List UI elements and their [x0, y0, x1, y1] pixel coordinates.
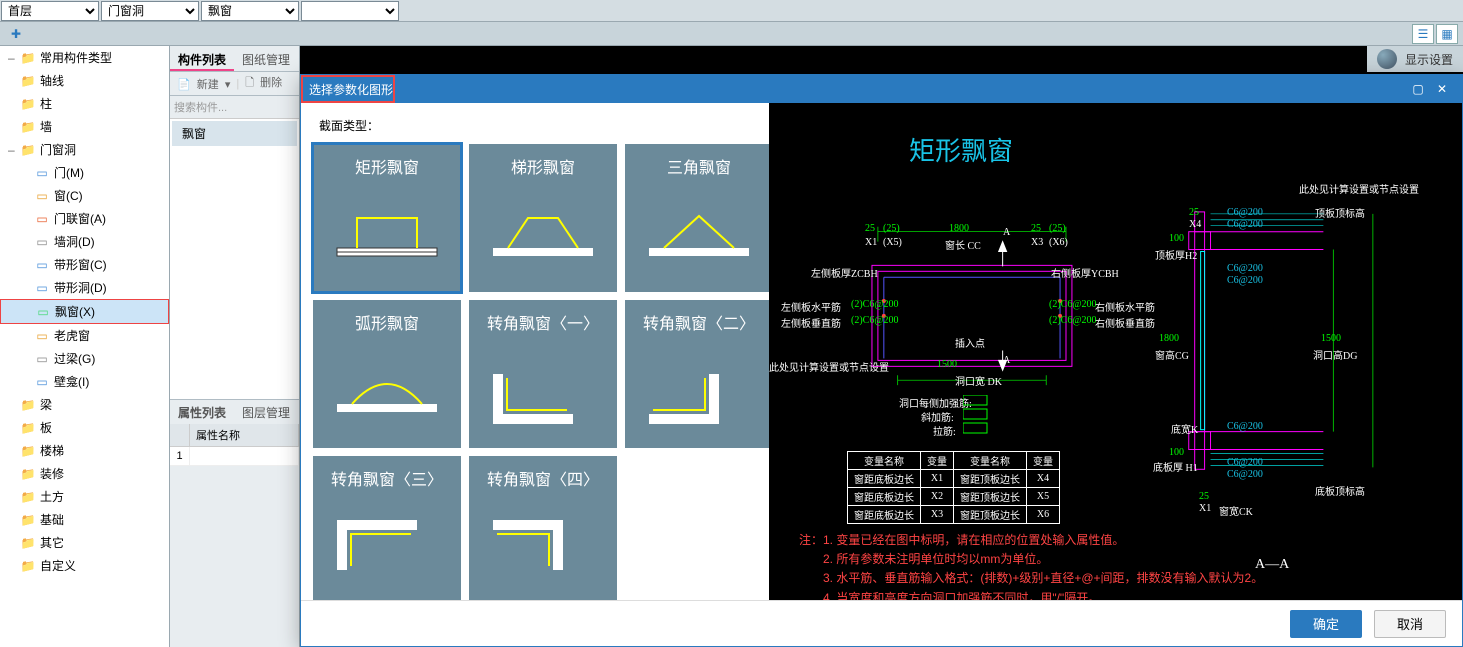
tree-item[interactable]: 📁自定义 [0, 554, 169, 577]
tree-root[interactable]: –📁 常用构件类型 [0, 46, 169, 69]
tab-properties[interactable]: 属性列表 [170, 400, 234, 424]
tree-item[interactable]: 📁墙 [0, 115, 169, 138]
shape-option[interactable]: 转角飘窗〈一〉 [469, 300, 617, 448]
ok-button[interactable]: 确定 [1290, 610, 1362, 638]
globe-icon[interactable] [1377, 49, 1397, 69]
tree-child[interactable]: ▭带形窗(C) [0, 253, 169, 276]
tree-child[interactable]: ▭窗(C) [0, 184, 169, 207]
section-type-label: 截面类型： [319, 117, 379, 134]
prop-col-name: 属性名称 [190, 424, 299, 446]
add-icon[interactable]: ✚ [5, 24, 27, 44]
tab-component-list[interactable]: 构件列表 [170, 46, 234, 71]
tree-item[interactable]: 📁柱 [0, 92, 169, 115]
top-dropdown-row: 首层 门窗洞 飘窗 [0, 0, 1463, 22]
close-icon[interactable]: ✕ [1430, 79, 1454, 99]
shape-option[interactable]: 弧形飘窗 [313, 300, 461, 448]
shape-option[interactable]: 转角飘窗〈二〉 [625, 300, 773, 448]
list-item[interactable]: 飘窗 [172, 121, 297, 146]
tree-item[interactable]: 📁其它 [0, 531, 169, 554]
shape-option[interactable]: 转角飘窗〈三〉 [313, 456, 461, 600]
cad-preview: 矩形飘窗 [769, 103, 1462, 600]
tree-item[interactable]: 📁装修 [0, 462, 169, 485]
view-list-icon[interactable]: ☰ [1412, 24, 1434, 44]
category-select[interactable]: 门窗洞 [101, 1, 199, 21]
component-tree: –📁 常用构件类型 📁轴线📁柱📁墙–📁门窗洞▭门(M)▭窗(C)▭门联窗(A)▭… [0, 46, 170, 647]
shape-option[interactable]: 三角飘窗 [625, 144, 773, 292]
tree-child[interactable]: ▭过梁(G) [0, 347, 169, 370]
toolbar-row: ✚ ☰ ▦ [0, 22, 1463, 46]
view-grid-icon[interactable]: ▦ [1436, 24, 1458, 44]
component-select[interactable]: 飘窗 [201, 1, 299, 21]
tree-item[interactable]: –📁门窗洞 [0, 138, 169, 161]
tree-child[interactable]: ▭墙洞(D) [0, 230, 169, 253]
shape-option[interactable]: 梯形飘窗 [469, 144, 617, 292]
search-input[interactable]: 搜索构件... [170, 96, 299, 119]
shape-option[interactable]: 矩形飘窗 [313, 144, 461, 292]
tree-item[interactable]: 📁楼梯 [0, 439, 169, 462]
maximize-icon[interactable]: ▢ [1406, 79, 1430, 99]
prop-row-num: 1 [170, 447, 190, 465]
cancel-button[interactable]: 取消 [1374, 610, 1446, 638]
component-panel: 构件列表 图纸管理 📄 新建 ▾ | 🗋 删除 搜索构件... 飘窗 属性列表 … [170, 46, 300, 647]
shape-option[interactable]: 转角飘窗〈四〉 [469, 456, 617, 600]
tree-child[interactable]: ▭壁龛(I) [0, 370, 169, 393]
subtype-select[interactable] [301, 1, 399, 21]
delete-button[interactable]: 🗋 删除 [245, 74, 285, 93]
parametric-dialog: 选择参数化图形 ▢ ✕ 截面类型： 单位： mm 矩形飘窗梯形飘窗三角飘窗弧形飘… [300, 74, 1463, 647]
folder-icon: 📁 [20, 51, 36, 65]
tree-item[interactable]: 📁土方 [0, 485, 169, 508]
display-settings[interactable]: 显示设置 [1405, 51, 1453, 68]
tree-child[interactable]: ▭老虎窗 [0, 324, 169, 347]
tree-item[interactable]: 📁板 [0, 416, 169, 439]
tab-drawing-mgmt[interactable]: 图纸管理 [234, 46, 298, 71]
tree-item[interactable]: 📁基础 [0, 508, 169, 531]
tab-layers[interactable]: 图层管理 [234, 400, 298, 424]
floor-select[interactable]: 首层 [1, 1, 99, 21]
dialog-titlebar: 选择参数化图形 ▢ ✕ [301, 75, 1462, 103]
cad-drawing [769, 103, 1462, 600]
tree-item[interactable]: 📁梁 [0, 393, 169, 416]
tree-child[interactable]: ▭门(M) [0, 161, 169, 184]
cad-notes: 注：1. 变量已经在图中标明，请在相应的位置处输入属性值。 2. 所有参数未注明… [799, 531, 1263, 600]
tree-label: 常用构件类型 [40, 49, 112, 66]
tree-child[interactable]: ▭带形洞(D) [0, 276, 169, 299]
variable-table: 变量名称变量变量名称变量 窗距底板边长X1窗距顶板边长X4窗距底板边长X2窗距顶… [847, 451, 1060, 524]
tree-item[interactable]: 📁轴线 [0, 69, 169, 92]
tree-child[interactable]: ▭门联窗(A) [0, 207, 169, 230]
tree-child[interactable]: ▭飘窗(X) [0, 299, 169, 324]
dialog-title: 选择参数化图形 [309, 81, 393, 98]
new-button[interactable]: 📄 新建 ▾ [177, 76, 230, 92]
